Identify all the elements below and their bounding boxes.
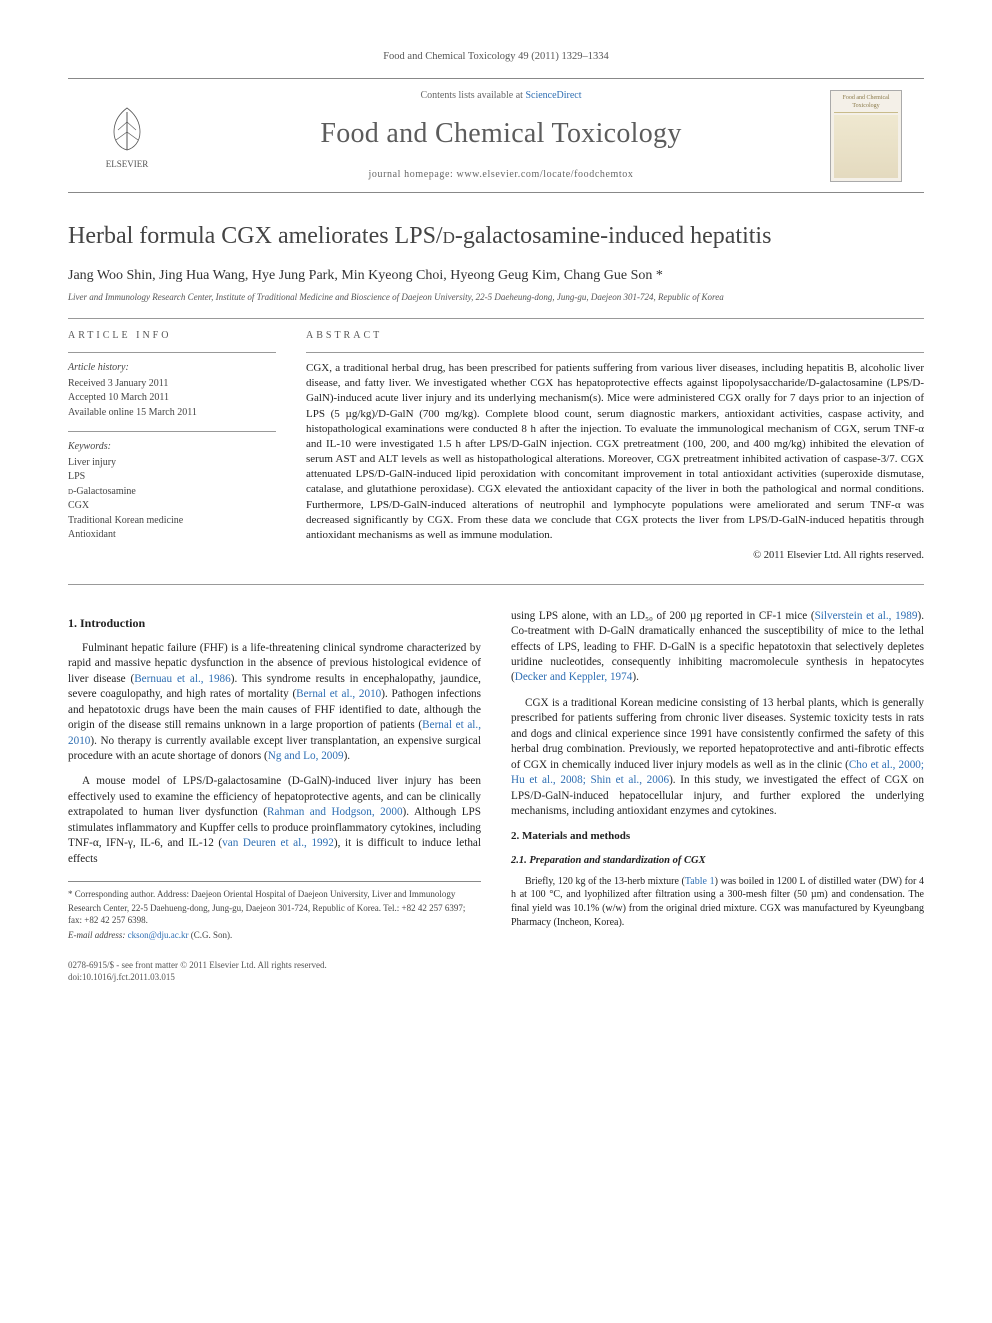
- corresponding-email: E-mail address: ckson@dju.ac.kr (C.G. So…: [68, 929, 481, 941]
- ref-link[interactable]: van Deuren et al., 1992: [222, 837, 334, 849]
- keywords-list: Liver injury LPS d-Galactosamine CGX Tra…: [68, 456, 276, 542]
- title-smallcap: d: [443, 223, 455, 249]
- body-columns: 1. Introduction Fulminant hepatic failur…: [68, 609, 924, 941]
- corr-label: * Corresponding author. Address: Daejeon…: [68, 889, 465, 925]
- journal-name: Food and Chemical Toxicology: [188, 115, 814, 153]
- ref-link[interactable]: Bernal et al., 2010: [296, 688, 381, 700]
- rule-top: [68, 318, 924, 319]
- page: Food and Chemical Toxicology 49 (2011) 1…: [0, 0, 992, 1023]
- table-ref-link[interactable]: Table 1: [685, 876, 715, 887]
- email-label: E-mail address:: [68, 930, 125, 940]
- date-accepted: Accepted 10 March 2011: [68, 391, 276, 405]
- abstract-heading: abstract: [306, 329, 924, 343]
- keyword: CGX: [68, 499, 276, 513]
- issn-line: 0278-6915/$ - see front matter © 2011 El…: [68, 959, 924, 971]
- contents-available: Contents lists available at ScienceDirec…: [188, 89, 814, 103]
- c2p1a: using LPS alone, with an LD₅₀ of 200 µg …: [511, 610, 815, 622]
- rule-kw: [68, 431, 276, 432]
- elsevier-tree-icon: [104, 102, 150, 154]
- intro-paragraph-1: Fulminant hepatic failure (FHF) is a lif…: [68, 641, 481, 765]
- journal-cover-thumb: Food and Chemical Toxicology: [830, 90, 902, 182]
- publisher-logo: ELSEVIER: [82, 102, 172, 170]
- page-footer: 0278-6915/$ - see front matter © 2011 El…: [68, 959, 924, 983]
- author-list: Jang Woo Shin, Jing Hua Wang, Hye Jung P…: [68, 267, 924, 286]
- subsection-heading-21: 2.1. Preparation and standardization of …: [511, 854, 924, 868]
- date-received: Received 3 January 2011: [68, 377, 276, 391]
- c2p1c: ).: [632, 671, 639, 683]
- keyword: Liver injury: [68, 456, 276, 470]
- authors-text: Jang Woo Shin, Jing Hua Wang, Hye Jung P…: [68, 268, 652, 283]
- email-suffix: (C.G. Son).: [188, 930, 232, 940]
- ref-link[interactable]: Bernuau et al., 1986: [134, 673, 231, 685]
- keyword: d-Galactosamine: [68, 485, 276, 499]
- section-heading-mm: 2. Materials and methods: [511, 829, 924, 844]
- article-info: article info Article history: Received 3…: [68, 329, 276, 564]
- section-heading-intro: 1. Introduction: [68, 615, 481, 631]
- abstract-copyright: © 2011 Elsevier Ltd. All rights reserved…: [306, 549, 924, 563]
- corresponding-text: * Corresponding author. Address: Daejeon…: [68, 888, 481, 926]
- mm-paragraph-1: Briefly, 120 kg of the 13-herb mixture (…: [511, 875, 924, 930]
- corresponding-asterisk: *: [652, 268, 663, 283]
- sciencedirect-link[interactable]: ScienceDirect: [525, 90, 581, 101]
- keyword: Antioxidant: [68, 528, 276, 542]
- keyword: LPS: [68, 470, 276, 484]
- masthead-center: Contents lists available at ScienceDirec…: [188, 89, 814, 182]
- ref-link[interactable]: Rahman and Hodgson, 2000: [267, 806, 403, 818]
- journal-homepage: journal homepage: www.elsevier.com/locat…: [188, 168, 814, 182]
- ref-link[interactable]: Decker and Keppler, 1974: [515, 671, 633, 683]
- affiliation: Liver and Immunology Research Center, In…: [68, 292, 924, 304]
- abstract-block: abstract CGX, a traditional herbal drug,…: [306, 329, 924, 564]
- ref-link[interactable]: Ng and Lo, 2009: [268, 750, 344, 762]
- col2-paragraph-1: using LPS alone, with an LD₅₀ of 200 µg …: [511, 609, 924, 686]
- intro-paragraph-2: A mouse model of LPS/D-galactosamine (D-…: [68, 774, 481, 867]
- doi-line: doi:10.1016/j.fct.2011.03.015: [68, 971, 924, 983]
- rule-abs: [306, 352, 924, 353]
- history-label: Article history:: [68, 361, 276, 375]
- history-dates: Received 3 January 2011 Accepted 10 Marc…: [68, 377, 276, 420]
- meta-abstract-row: article info Article history: Received 3…: [68, 329, 924, 564]
- header-citation: Food and Chemical Toxicology 49 (2011) 1…: [68, 50, 924, 64]
- abstract-body: CGX, a traditional herbal drug, has been…: [306, 362, 924, 541]
- cover-title: Food and Chemical Toxicology: [834, 94, 898, 113]
- keywords-label: Keywords:: [68, 440, 276, 454]
- p1e: ).: [344, 750, 351, 762]
- masthead: ELSEVIER Contents lists available at Sci…: [68, 78, 924, 193]
- title-post: -galactosamine-induced hepatitis: [455, 223, 772, 249]
- rule-bottom: [68, 584, 924, 585]
- publisher-name: ELSEVIER: [106, 158, 149, 170]
- corresponding-author-box: * Corresponding author. Address: Daejeon…: [68, 881, 481, 941]
- email-link[interactable]: ckson@dju.ac.kr: [128, 930, 189, 940]
- mm1a: Briefly, 120 kg of the 13-herb mixture (: [525, 876, 685, 887]
- title-pre: Herbal formula CGX ameliorates LPS/: [68, 223, 443, 249]
- date-online: Available online 15 March 2011: [68, 406, 276, 420]
- contents-prefix: Contents lists available at: [420, 90, 525, 101]
- rule-info: [68, 352, 276, 353]
- abstract-text: CGX, a traditional herbal drug, has been…: [306, 361, 924, 564]
- cover-art: [834, 115, 898, 178]
- col2-paragraph-2: CGX is a traditional Korean medicine con…: [511, 696, 924, 820]
- ref-link[interactable]: Silverstein et al., 1989: [815, 610, 918, 622]
- keyword: Traditional Korean medicine: [68, 514, 276, 528]
- article-title: Herbal formula CGX ameliorates LPS/d-gal…: [68, 221, 924, 251]
- article-info-heading: article info: [68, 329, 276, 343]
